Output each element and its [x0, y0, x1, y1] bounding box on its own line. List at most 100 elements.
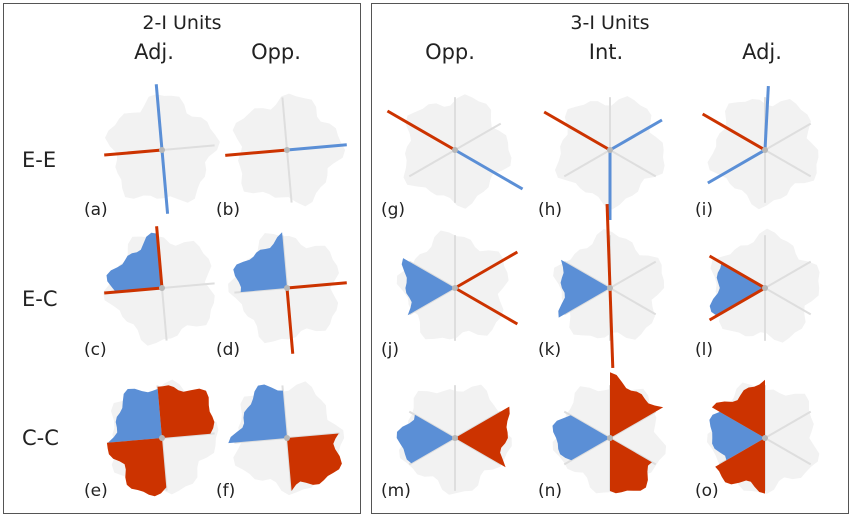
glyph-h-spoke	[563, 149, 611, 178]
col-head-3i-int: Int.	[588, 40, 624, 64]
glyph-c-spoke	[161, 287, 168, 341]
glyph-g-spoke	[454, 122, 502, 151]
glyph-a	[104, 84, 220, 214]
glyph-a-center	[159, 147, 165, 153]
panel-label-m: (m)	[381, 481, 411, 501]
glyph-k-sector	[558, 259, 610, 318]
glyph-c-center	[159, 285, 165, 291]
panel-label-k: (k)	[538, 340, 562, 360]
glyph-g-center	[452, 147, 458, 153]
panel-label-g: (g)	[381, 200, 406, 220]
glyph-g-axis	[454, 148, 524, 191]
group-title-3i: 3-I Units	[570, 12, 650, 34]
panel-label-b: (b)	[216, 200, 241, 220]
glyph-h-spoke	[609, 149, 657, 178]
glyph-m-center	[452, 435, 458, 441]
panel-label-c: (c)	[84, 340, 107, 360]
panel-label-l: (l)	[695, 340, 713, 360]
glyph-e-sector	[106, 438, 167, 497]
col-head-3i-opp: Opp.	[425, 40, 475, 64]
panel-label-e: (e)	[84, 481, 108, 501]
glyph-o	[707, 379, 820, 494]
panel-label-d: (d)	[216, 340, 241, 360]
glyph-g-axis	[386, 109, 456, 152]
glyph-m	[396, 384, 512, 495]
glyph-d-spoke	[281, 235, 288, 289]
glyph-j-sector	[401, 258, 455, 316]
glyph-j-center	[452, 285, 458, 291]
glyph-n-center	[607, 435, 613, 441]
panel-label-f: (f)	[216, 481, 236, 501]
glyph-h-axis	[609, 118, 663, 152]
glyph-o-sector	[709, 411, 765, 461]
glyph-c-axis	[104, 286, 163, 295]
glyph-b-axis	[286, 143, 347, 152]
glyph-d	[228, 232, 347, 354]
glyph-i-background	[707, 99, 819, 210]
col-head-3i-adj: Adj.	[742, 40, 782, 64]
glyph-h-axis	[543, 110, 611, 152]
row-head-cc: C-C	[22, 426, 59, 450]
panel-label-o: (o)	[695, 481, 719, 501]
row-head-ee: E-E	[22, 148, 57, 172]
glyph-k-center	[607, 285, 613, 291]
glyph-e	[106, 379, 219, 497]
glyph-n-sector	[610, 438, 652, 494]
glyph-k-axis	[608, 287, 615, 369]
glyph-f-sector	[287, 433, 342, 491]
panel-label-n: (n)	[538, 481, 563, 501]
glyph-l-axis	[708, 286, 766, 322]
glyph-l-sector	[709, 262, 765, 316]
glyph-o-sector	[715, 438, 765, 494]
glyph-b-spoke	[281, 97, 288, 151]
glyph-f-spoke	[234, 437, 288, 444]
glyph-b	[225, 93, 347, 207]
glyph-o-sector	[711, 379, 765, 438]
glyph-n-sector	[552, 415, 610, 461]
glyph-i-axis	[701, 112, 766, 152]
glyph-k-spoke	[609, 260, 657, 289]
glyph-i-axis	[707, 148, 766, 185]
glyph-d-axis	[285, 287, 295, 354]
glyph-c-axis	[155, 226, 164, 289]
glyph-i	[701, 86, 819, 210]
glyph-e-center	[159, 435, 165, 441]
glyph-e-sector	[107, 388, 162, 443]
glyph-f	[228, 381, 345, 496]
glyph-l	[708, 228, 820, 343]
glyph-c-sector	[106, 232, 162, 292]
group-title-2i: 2-I Units	[142, 12, 222, 34]
glyph-m-sector	[455, 406, 510, 468]
glyph-d-sector	[233, 232, 287, 293]
glyph-n-spoke	[563, 437, 611, 466]
glyph-o-spoke	[764, 437, 812, 466]
glyph-k-spoke	[563, 287, 611, 316]
glyph-e-sector	[157, 385, 215, 438]
glyph-m-spoke	[454, 437, 502, 466]
glyph-c-spoke	[161, 282, 215, 289]
glyph-d-center	[284, 285, 290, 291]
glyph-o-center	[762, 435, 768, 441]
glyph-m-sector	[396, 414, 455, 464]
glyph-b-spoke	[286, 149, 293, 203]
glyph-l-spoke	[764, 260, 812, 289]
col-head-2i-opp: Opp.	[251, 40, 301, 64]
glyph-o-spoke	[764, 410, 812, 439]
glyph-k-axis	[605, 203, 612, 289]
glyph-b-axis	[225, 148, 288, 157]
glyph-h-center	[607, 147, 613, 153]
glyph-f-center	[284, 435, 290, 441]
glyph-a-axis	[104, 148, 163, 157]
glyph-i-spoke	[764, 149, 812, 178]
glyph-i-center	[762, 147, 768, 153]
glyph-j-axis	[454, 286, 519, 326]
glyph-j	[396, 230, 519, 341]
glyph-l-spoke	[764, 287, 812, 316]
glyph-a-spoke	[161, 144, 215, 151]
glyph-k	[553, 203, 665, 369]
row-head-ec: E-C	[22, 287, 58, 311]
group-3i-box	[371, 3, 849, 514]
glyph-n-sector	[610, 372, 664, 438]
